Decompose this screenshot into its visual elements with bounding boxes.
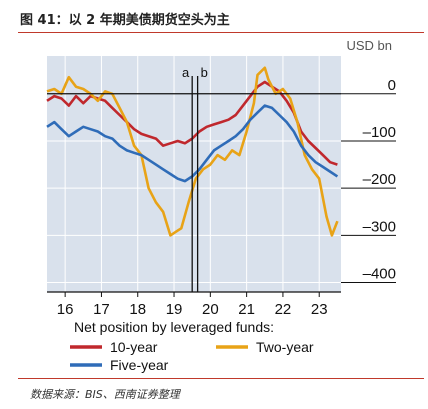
legend: Net position by leveraged funds: 10-year… [70, 319, 314, 373]
y-tick-label: –400 [363, 266, 396, 283]
source-rule [18, 378, 424, 379]
x-tick-label: 18 [129, 301, 146, 318]
x-tick-label: 16 [57, 301, 74, 318]
x-tick-label: 23 [311, 301, 328, 318]
x-tick-label: 20 [202, 301, 219, 318]
y-axis: 0 –100 –200 –300 –400 [341, 77, 396, 284]
x-tick-label: 19 [166, 301, 183, 318]
y-tick-label: 0 [388, 77, 396, 94]
y-tick-label: –200 [363, 171, 396, 188]
source-note: 数据来源：BIS、西南证券整理 [30, 388, 180, 401]
figure-title: 图 41：以 2 年期美债期货空头为主 [20, 13, 230, 28]
legend-label: 10-year [110, 339, 158, 355]
x-tick-label: 21 [238, 301, 255, 318]
legend-label: Five-year [110, 357, 169, 373]
event-marker-label: b [201, 65, 208, 80]
y-tick-label: –100 [363, 124, 396, 141]
x-tick-label: 22 [275, 301, 292, 318]
y-tick-label: –300 [363, 218, 396, 235]
title-rule [18, 32, 424, 33]
event-marker-label: a [182, 65, 190, 80]
legend-title: Net position by leveraged funds: [74, 319, 274, 335]
unit-label: USD bn [346, 38, 392, 53]
x-axis: 16 17 18 19 20 21 22 23 [47, 291, 341, 318]
series-line-two-year [46, 66, 339, 237]
legend-label: Two-year [256, 339, 314, 355]
x-tick-label: 17 [93, 301, 110, 318]
